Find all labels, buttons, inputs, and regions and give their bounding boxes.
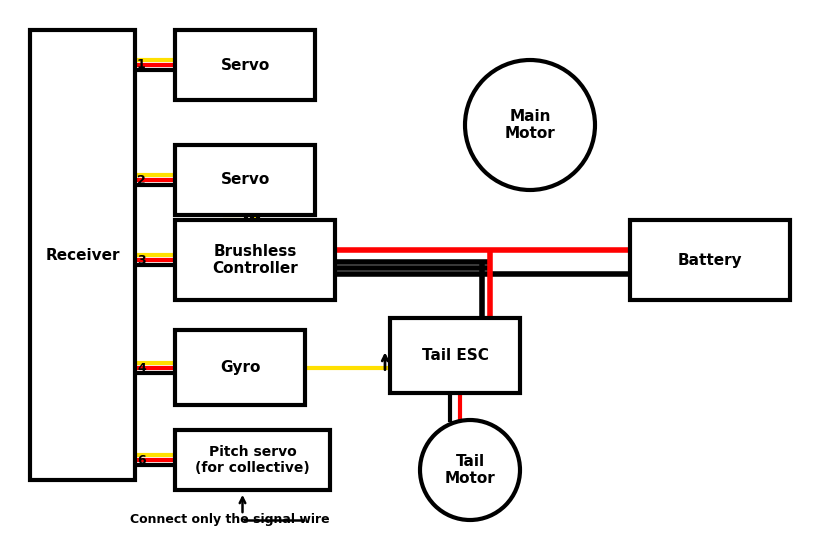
- Text: Brushless
Controller: Brushless Controller: [212, 244, 298, 276]
- Bar: [175, 30, 315, 100]
- Text: Servo: Servo: [220, 172, 270, 188]
- Text: 3: 3: [137, 254, 146, 266]
- Text: Pitch servo
(for collective): Pitch servo (for collective): [195, 445, 310, 475]
- Bar: [30, 30, 135, 480]
- Text: 2: 2: [137, 173, 146, 187]
- Text: Battery: Battery: [677, 253, 743, 267]
- Text: 4: 4: [137, 361, 146, 374]
- Bar: [175, 430, 330, 490]
- Circle shape: [420, 420, 520, 520]
- Text: 1: 1: [137, 59, 146, 71]
- Circle shape: [465, 60, 595, 190]
- Text: Main
Motor: Main Motor: [504, 109, 556, 141]
- Text: Connect only the signal wire: Connect only the signal wire: [130, 513, 330, 526]
- Text: Gyro: Gyro: [220, 360, 261, 375]
- Text: Receiver: Receiver: [45, 248, 120, 262]
- Bar: [175, 330, 305, 405]
- Bar: [630, 220, 790, 300]
- Text: Servo: Servo: [220, 58, 270, 72]
- Text: Tail ESC: Tail ESC: [422, 348, 489, 363]
- Bar: [175, 220, 335, 300]
- Text: Tail
Motor: Tail Motor: [445, 454, 495, 486]
- Bar: [175, 145, 315, 215]
- Bar: [390, 318, 520, 393]
- Text: 6: 6: [137, 453, 146, 467]
